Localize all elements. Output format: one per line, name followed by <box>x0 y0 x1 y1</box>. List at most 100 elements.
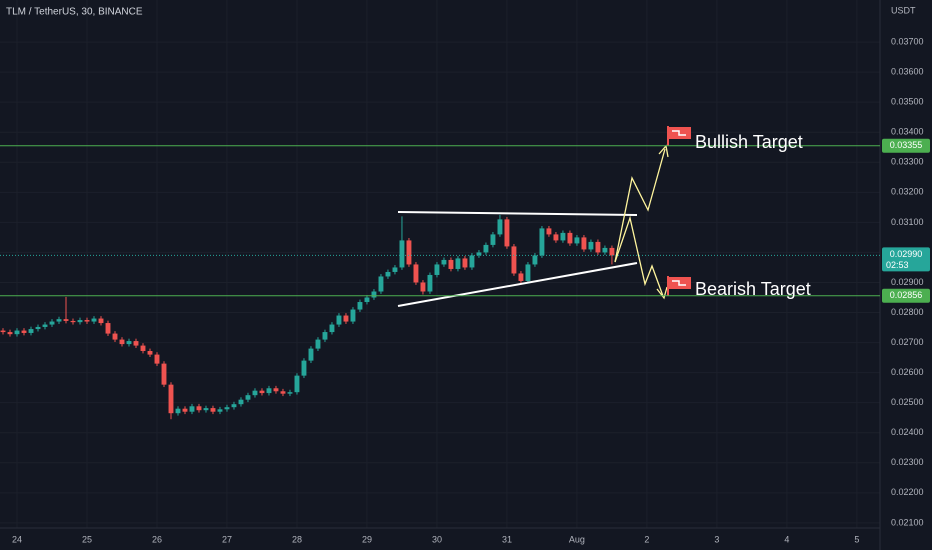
candle-body <box>245 395 251 400</box>
candle-body <box>329 324 335 333</box>
candle-body <box>168 384 174 414</box>
candle-body <box>609 247 615 256</box>
y-tick-label: 0.03200 <box>891 187 924 197</box>
y-tick-label: 0.02600 <box>891 367 924 377</box>
candle-body <box>126 341 132 345</box>
candle-body <box>490 234 496 245</box>
candle-body <box>119 339 125 345</box>
candle-body <box>434 264 440 275</box>
candle-body <box>77 320 83 323</box>
x-tick-label: 5 <box>854 534 859 544</box>
candle-body <box>455 258 461 269</box>
target-label: Bullish Target <box>695 132 803 152</box>
candle-body <box>147 350 153 355</box>
candle-body <box>84 320 90 322</box>
candle-body <box>70 320 76 323</box>
candle-body <box>301 360 307 376</box>
drawings <box>397 144 669 307</box>
candle-body <box>497 219 503 235</box>
candle-body <box>315 339 321 349</box>
x-tick-label: Aug <box>569 534 585 544</box>
candle-body <box>350 309 356 322</box>
x-tick-label: 24 <box>12 534 22 544</box>
candle-body <box>581 237 587 250</box>
candles <box>0 214 615 420</box>
candle-body <box>287 392 293 394</box>
candle-body <box>392 267 398 272</box>
candle-body <box>140 345 146 351</box>
candle-body <box>371 291 377 298</box>
arrow-head <box>656 286 668 300</box>
candle-body <box>154 354 160 364</box>
candle-body <box>217 409 223 412</box>
candle-body <box>553 234 559 241</box>
y-tick-label: 0.03300 <box>891 157 924 167</box>
candle-body <box>112 333 118 340</box>
candle-body <box>231 404 237 408</box>
candle-body <box>308 348 314 361</box>
candle-body <box>560 232 566 241</box>
candle-body <box>441 259 447 265</box>
last-price-label: 0.02990 <box>890 249 923 259</box>
candle-body <box>49 321 55 325</box>
y-tick-label: 0.03700 <box>891 36 924 46</box>
candle-body <box>483 244 489 253</box>
candle-body <box>210 408 216 412</box>
y-tick-label: 0.02200 <box>891 487 924 497</box>
candle-body <box>567 232 573 244</box>
candle-body <box>224 407 230 410</box>
chart-title: TLM / TetherUS, 30, BINANCE <box>6 7 143 18</box>
y-tick-label: 0.02500 <box>891 397 924 407</box>
y-tick-label: 0.03500 <box>891 97 924 107</box>
candle-body <box>525 264 531 281</box>
y-tick-label: 0.03600 <box>891 66 924 76</box>
x-tick-label: 29 <box>362 534 372 544</box>
x-tick-label: 2 <box>644 534 649 544</box>
flag-icon <box>667 276 691 296</box>
candle-body <box>448 259 454 269</box>
candle-body <box>105 323 111 334</box>
candle-body <box>602 247 608 253</box>
x-tick-label: 28 <box>292 534 302 544</box>
x-tick-label: 3 <box>714 534 719 544</box>
x-tick-label: 4 <box>784 534 789 544</box>
candle-body <box>574 237 580 244</box>
candle-body <box>42 324 48 327</box>
candle-body <box>196 406 202 411</box>
y-tick-label: 0.02400 <box>891 427 924 437</box>
last-price-tag <box>882 247 930 272</box>
price-tag-label: 0.03355 <box>890 140 923 150</box>
countdown: 02:53 <box>886 260 909 270</box>
candle-body <box>336 315 342 325</box>
candle-body <box>420 282 426 292</box>
candle-body <box>399 240 405 268</box>
candle-body <box>273 388 279 392</box>
candle-body <box>35 326 41 330</box>
flag-icon <box>667 126 691 146</box>
candle-body <box>91 318 97 322</box>
candle-body <box>294 375 300 393</box>
y-tick-label: 0.03400 <box>891 127 924 137</box>
candle-body <box>427 274 433 292</box>
candle-body <box>189 406 195 412</box>
candle-body <box>511 246 517 274</box>
candle-body <box>161 363 167 385</box>
x-tick-label: 30 <box>432 534 442 544</box>
candle-body <box>21 330 27 333</box>
trendline-top <box>397 211 638 216</box>
bullish-path <box>614 148 666 263</box>
candle-body <box>343 315 349 322</box>
candle-body <box>238 399 244 405</box>
candle-body <box>518 273 524 281</box>
candle-body <box>98 318 104 324</box>
candle-body <box>133 341 139 346</box>
y-tick-label: 0.02900 <box>891 277 924 287</box>
y-tick-label: 0.02300 <box>891 457 924 467</box>
candle-body <box>203 408 209 411</box>
y-tick-label: 0.03100 <box>891 217 924 227</box>
candle-body <box>266 388 272 394</box>
candle-body <box>28 329 34 333</box>
target-label: Bearish Target <box>695 279 811 299</box>
